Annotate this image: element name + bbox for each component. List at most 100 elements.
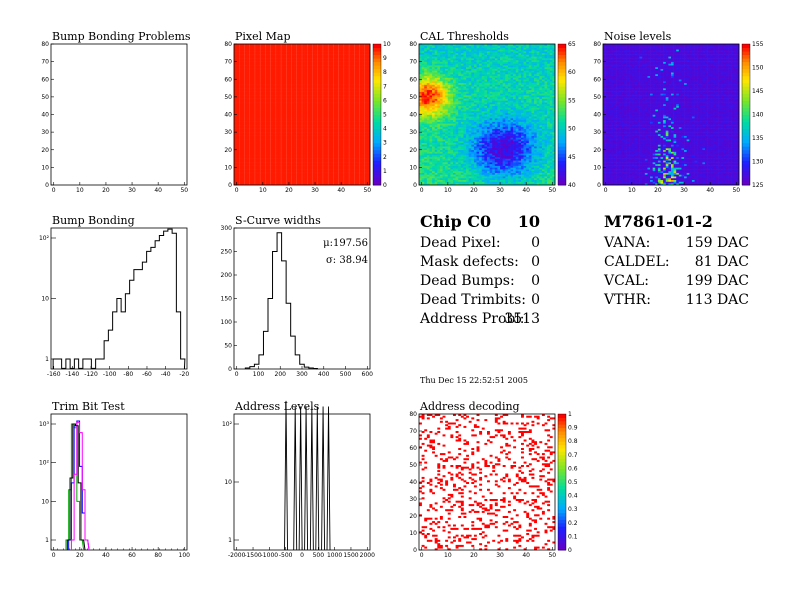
p2-cell	[343, 45, 347, 48]
p2-cell	[359, 82, 363, 85]
p2-cell	[349, 58, 352, 61]
p2-cell	[257, 58, 261, 61]
p2-cell	[273, 105, 277, 108]
p3-cell	[426, 176, 430, 179]
p2-cell	[309, 170, 313, 173]
p2-cell	[283, 70, 287, 73]
p2-cell	[252, 181, 256, 184]
p3-cell	[419, 147, 422, 151]
p3-cell	[424, 116, 428, 119]
p2-cell	[328, 140, 332, 143]
p2-cell	[322, 103, 326, 106]
p2-cell	[296, 88, 300, 91]
p2-cell	[257, 49, 261, 52]
p2-cell	[320, 96, 324, 99]
p2-cell	[275, 167, 279, 170]
p2-cell	[273, 160, 277, 163]
p3-cell	[434, 84, 438, 87]
p2-cell	[343, 86, 347, 89]
p2-cell	[341, 151, 345, 154]
p3-cell	[432, 155, 435, 158]
p2-cell	[333, 137, 337, 140]
p2-cell	[338, 68, 342, 71]
p2-cell	[359, 93, 363, 96]
p2-cell	[328, 123, 332, 126]
p2-cell	[241, 107, 245, 110]
p2-cell	[286, 91, 290, 94]
p2-cell	[317, 169, 321, 172]
p2-cell	[367, 54, 371, 57]
p3-cell	[419, 65, 422, 68]
p2-cell	[367, 156, 371, 159]
p2-cell	[299, 126, 303, 129]
p2-cell	[309, 73, 313, 77]
p2-cell	[268, 179, 271, 182]
p2-cell	[257, 54, 261, 57]
p3-cell	[429, 100, 433, 103]
p2-cell	[239, 149, 243, 152]
p2-cell	[356, 107, 360, 110]
p2-cell	[354, 109, 358, 112]
p2-cell	[294, 132, 298, 135]
p2-cell	[325, 73, 329, 77]
p3-cell	[419, 73, 422, 77]
p2-cell	[281, 139, 284, 142]
p2-cell	[322, 140, 326, 143]
p2-palette-cell	[373, 107, 381, 112]
p2-cell	[241, 61, 245, 64]
p2-cell	[349, 170, 352, 173]
p2-cell	[362, 49, 366, 52]
p2-cell	[262, 66, 266, 69]
p2-cell	[288, 163, 292, 166]
p3-cell	[432, 125, 435, 128]
p2-cell	[291, 52, 295, 55]
p2-cell	[367, 47, 371, 50]
p2-cell	[294, 169, 298, 172]
p2-cell	[304, 181, 308, 184]
p2-cell	[270, 86, 274, 89]
p2-cell	[270, 167, 274, 170]
p2-cell	[351, 89, 355, 92]
p2-cell	[330, 181, 334, 184]
p2-cell	[341, 140, 345, 143]
p2-palette-cell	[373, 68, 381, 73]
p2-cell	[268, 118, 271, 121]
p2-cell	[336, 44, 339, 47]
p2-cell	[328, 121, 332, 124]
p2-cell	[315, 176, 318, 179]
p2-cell	[328, 51, 332, 54]
p2-cell	[247, 153, 250, 156]
p2-cell	[367, 102, 371, 105]
p2-cell	[294, 135, 298, 138]
p2-cell	[239, 144, 243, 147]
p2-cell	[362, 65, 366, 68]
p3-cell	[421, 142, 425, 145]
p3-cell	[421, 89, 425, 92]
p2-cell	[257, 82, 261, 85]
p2-cell	[328, 91, 332, 94]
p2-cell	[315, 84, 318, 87]
p2-cell	[299, 61, 303, 64]
p3-cell	[429, 183, 433, 186]
p2-cell	[346, 107, 350, 110]
p2-cell	[299, 107, 303, 110]
p2-cell	[330, 103, 334, 106]
p2-cell	[291, 89, 295, 92]
p3-cell	[432, 86, 435, 89]
p2-cell	[336, 73, 339, 77]
p2-cell	[325, 119, 329, 122]
p2-cell	[262, 149, 266, 152]
p2-cell	[247, 56, 250, 59]
p3-cell	[421, 140, 425, 143]
p2-cell	[362, 98, 366, 101]
p2-cell	[260, 96, 264, 99]
p2-cell	[244, 47, 248, 50]
p3-cell	[429, 98, 433, 101]
p2-cell	[333, 126, 337, 129]
p2-cell	[294, 144, 298, 147]
p2-cell	[362, 105, 366, 108]
p2-cell	[356, 116, 360, 119]
p3-cell	[419, 135, 422, 138]
p2-cell	[254, 63, 258, 66]
p2-cell	[252, 105, 256, 108]
